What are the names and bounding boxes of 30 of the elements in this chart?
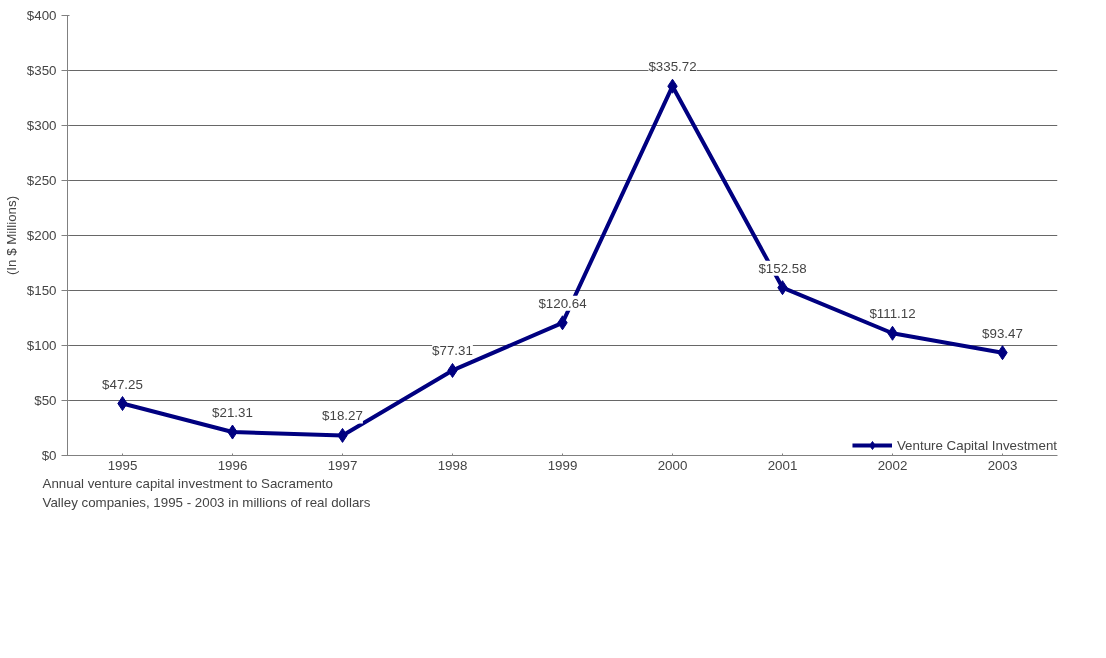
x-tick-label: 2002 xyxy=(877,457,908,473)
data-label: $47.25 xyxy=(102,376,143,392)
legend-label: Venture Capital Investment xyxy=(896,437,1057,453)
y-tick-label: $200 xyxy=(26,228,57,243)
data-label: $93.47 xyxy=(982,325,1023,341)
x-tick-label: 1998 xyxy=(437,457,468,473)
x-tick-label: 1999 xyxy=(547,457,578,473)
x-tick-label: 1997 xyxy=(327,457,358,473)
y-tick-label: $100 xyxy=(26,338,57,353)
y-tick-label: $300 xyxy=(26,118,57,133)
data-label: $335.72 xyxy=(648,59,697,75)
x-tick-label: 2000 xyxy=(657,457,688,473)
x-tick-label: 2003 xyxy=(987,457,1018,473)
y-tick-label: $400 xyxy=(26,8,57,23)
y-tick-label: $250 xyxy=(26,173,57,188)
y-axis-title: (In $ Millions) xyxy=(3,195,19,276)
x-tick-label: 1996 xyxy=(217,457,248,473)
x-tick-label: 1995 xyxy=(107,457,138,473)
y-tick-label: $150 xyxy=(26,283,57,298)
data-label: $77.31 xyxy=(432,343,473,359)
data-label: $152.58 xyxy=(758,260,807,276)
y-tick-label: $50 xyxy=(34,393,57,408)
text: Annual venture capital investment to Sacramento Valley companies, 1995 - 2003 in millions of real dollars xyxy=(42,475,371,510)
data-label: $18.27 xyxy=(322,408,363,424)
x-tick-label: 2001 xyxy=(767,457,798,473)
data-label: $120.64 xyxy=(538,295,588,311)
data-label: $111.12 xyxy=(869,306,916,322)
y-tick-label: $0 xyxy=(41,448,57,463)
y-tick-label: $350 xyxy=(26,63,57,78)
data-label: $21.31 xyxy=(212,405,253,421)
